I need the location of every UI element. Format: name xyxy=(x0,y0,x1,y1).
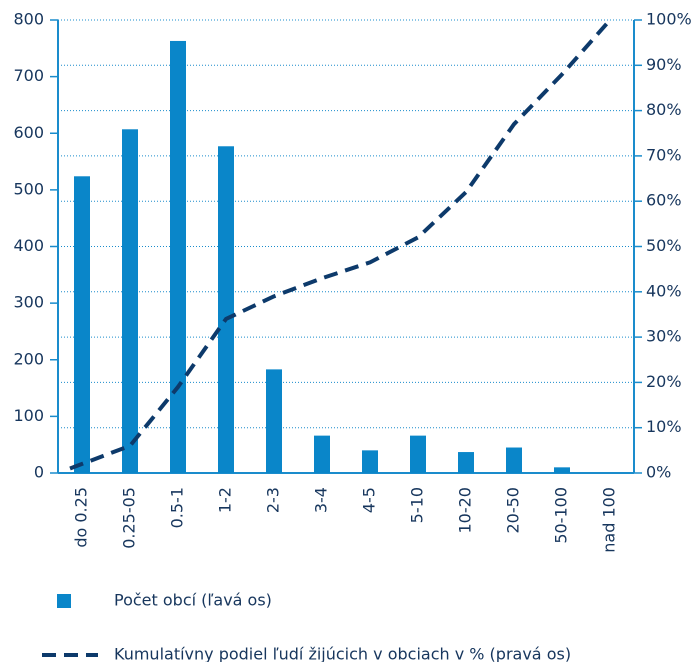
y2-tick-label: 80% xyxy=(646,100,682,119)
x-tick-label: 3-4 xyxy=(312,487,331,513)
bar xyxy=(506,447,522,473)
y2-tick-label: 20% xyxy=(646,372,682,391)
y-tick-label: 700 xyxy=(13,66,44,85)
y-tick-label: 500 xyxy=(13,179,44,198)
y2-tick-label: 60% xyxy=(646,191,682,210)
y2-tick-label: 40% xyxy=(646,281,682,300)
bar xyxy=(458,452,474,473)
x-tick-label: nad 100 xyxy=(600,487,619,553)
bar xyxy=(218,146,234,473)
bar xyxy=(362,450,378,473)
legend-label: Kumulatívny podiel ľudí žijúcich v obcia… xyxy=(114,645,571,662)
bar xyxy=(170,40,186,474)
bar xyxy=(314,435,330,473)
bar xyxy=(122,129,138,473)
x-tick-label: 1-2 xyxy=(216,487,235,513)
y2-tick-label: 50% xyxy=(646,236,682,255)
legend-swatch xyxy=(57,594,71,608)
x-tick-label: 50-100 xyxy=(552,487,571,544)
y-tick-label: 100 xyxy=(13,406,44,425)
x-tick-label: 2-3 xyxy=(264,487,283,513)
legend-label: Počet obcí (ľavá os) xyxy=(114,591,272,610)
bar xyxy=(410,435,426,473)
y-tick-label: 400 xyxy=(13,236,44,255)
y-tick-label: 0 xyxy=(34,463,44,482)
y2-tick-label: 30% xyxy=(646,327,682,346)
y-tick-label: 300 xyxy=(13,293,44,312)
x-tick-label: 20-50 xyxy=(504,487,523,534)
y-tick-label: 800 xyxy=(13,10,44,29)
x-tick-label: 4-5 xyxy=(360,487,379,513)
line xyxy=(69,18,612,471)
y-tick-label: 600 xyxy=(13,123,44,142)
y2-tick-label: 100% xyxy=(646,10,692,29)
y2-tick-label: 10% xyxy=(646,417,682,436)
x-tick-label: 10-20 xyxy=(456,487,475,534)
y-tick-label: 200 xyxy=(13,349,44,368)
bar xyxy=(554,467,570,473)
x-tick-label: 5-10 xyxy=(408,487,427,523)
y2-tick-label: 70% xyxy=(646,145,682,164)
bar xyxy=(266,369,282,473)
x-tick-label: 0.25-05 xyxy=(120,487,139,549)
bar xyxy=(74,176,90,473)
y2-tick-label: 90% xyxy=(646,55,682,74)
y2-tick-label: 0% xyxy=(646,463,671,482)
x-tick-label: do 0.25 xyxy=(72,487,91,548)
x-tick-label: 0.5-1 xyxy=(168,487,187,528)
